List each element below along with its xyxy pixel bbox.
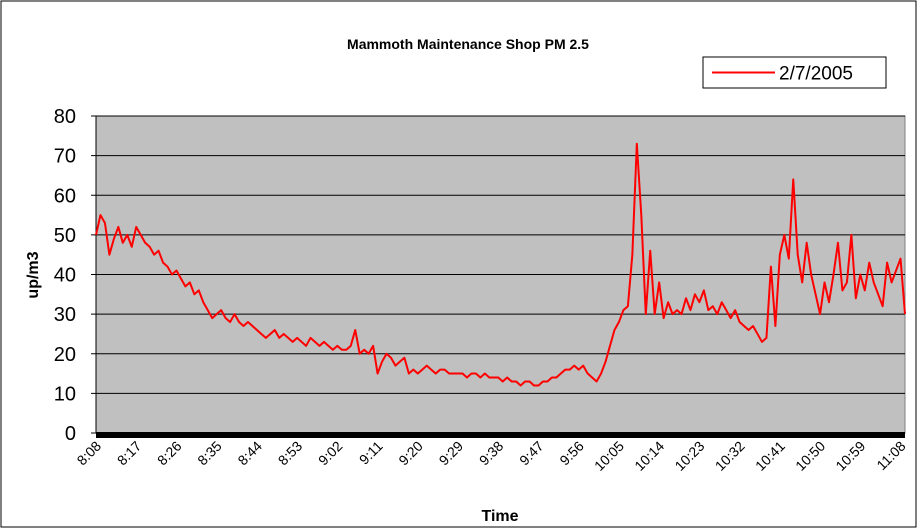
y-tick-label: 70 bbox=[54, 146, 76, 168]
x-axis-label: Time bbox=[481, 508, 518, 525]
y-tick-label: 30 bbox=[54, 304, 76, 326]
y-tick-label: 80 bbox=[54, 106, 76, 128]
x-axis bbox=[96, 432, 905, 438]
y-axis-label: up/m3 bbox=[25, 251, 42, 298]
y-tick-label: 40 bbox=[54, 265, 76, 287]
y-tick-label: 60 bbox=[54, 185, 76, 207]
y-tick-label: 10 bbox=[54, 383, 76, 405]
chart-title: Mammoth Maintenance Shop PM 2.5 bbox=[347, 36, 589, 52]
y-tick-label: 0 bbox=[65, 423, 76, 445]
y-tick-label: 50 bbox=[54, 225, 76, 247]
y-tick-label: 20 bbox=[54, 344, 76, 366]
legend-label: 2/7/2005 bbox=[779, 64, 853, 85]
data-line bbox=[95, 142, 906, 387]
